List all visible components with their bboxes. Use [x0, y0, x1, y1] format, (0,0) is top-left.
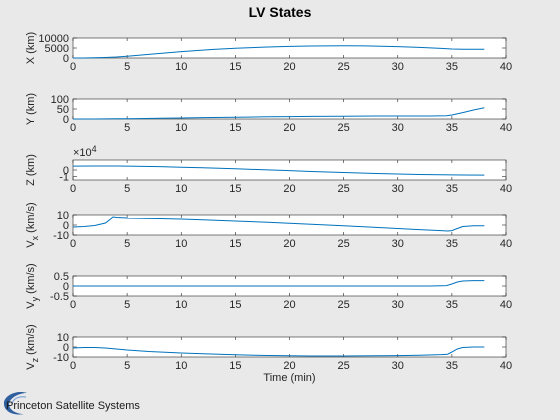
- x-tick-label: 25: [338, 238, 350, 250]
- x-tick-label: 40: [500, 61, 512, 73]
- x-tick-label: 5: [124, 360, 130, 372]
- x-tick-label: 20: [283, 122, 295, 134]
- x-tick-label: 30: [392, 183, 404, 195]
- x-tick-label: 0: [70, 360, 76, 372]
- x-tick-label: 5: [124, 299, 130, 311]
- x-tick-label: 35: [446, 122, 458, 134]
- x-tick-label: 0: [70, 61, 76, 73]
- series-line-1: [73, 45, 485, 59]
- x-tick-label: 10: [175, 183, 187, 195]
- y-tick-label: 0: [63, 114, 69, 126]
- series-line-1: [73, 280, 485, 287]
- x-tick-label: 10: [175, 238, 187, 250]
- x-tick-label: 0: [70, 183, 76, 195]
- x-tick-label: 30: [392, 122, 404, 134]
- x-tick-label: 5: [124, 238, 130, 250]
- x-tick-label: 0: [70, 299, 76, 311]
- logo-arc-icon: [11, 396, 27, 405]
- x-tick-label: 10: [175, 299, 187, 311]
- x-tick-label: 30: [392, 61, 404, 73]
- x-tick-label: 25: [338, 183, 350, 195]
- x-tick-label: 15: [229, 299, 241, 311]
- x-tick-label: 40: [500, 299, 512, 311]
- y-axis-label: Vy (km/s): [25, 263, 40, 308]
- princeton-logo: Princeton Satellite Systems: [3, 392, 140, 415]
- x-tick-label: 5: [124, 183, 130, 195]
- x-tick-label: 15: [229, 238, 241, 250]
- x-tick-label: 0: [70, 238, 76, 250]
- x-tick-label: 30: [392, 299, 404, 311]
- subplot-3: 0 5 10 15 20 25 30 35 40 -10 ×104 Z (km): [25, 144, 512, 195]
- x-tick-label: 25: [338, 61, 350, 73]
- x-tick-label: 20: [283, 360, 295, 372]
- x-tick-label: 35: [446, 299, 458, 311]
- x-tick-label: 15: [229, 360, 241, 372]
- y-tick-label: -10: [53, 230, 69, 242]
- x-tick-label: 35: [446, 238, 458, 250]
- x-tick-label: 40: [500, 183, 512, 195]
- y-tick-label: 5000: [45, 43, 69, 55]
- logo-text: Princeton Satellite Systems: [6, 400, 140, 412]
- y-axis-label: Y (km): [25, 93, 37, 125]
- x-tick-label: 15: [229, 183, 241, 195]
- y-tick-label: 10: [57, 210, 69, 222]
- x-tick-label: 20: [283, 183, 295, 195]
- subplot-5: 0 5 10 15 20 25 30 35 40-0.500.5Vy (km/s): [25, 263, 512, 311]
- x-tick-label: 35: [446, 360, 458, 372]
- x-tick-label: 30: [392, 238, 404, 250]
- x-tick-label: 40: [500, 360, 512, 372]
- y-tick-label: 10: [57, 332, 69, 344]
- y-tick-label: -0.5: [50, 291, 69, 303]
- y-exponent-label: ×104: [73, 144, 97, 159]
- y-axis-label: X (km): [25, 32, 37, 64]
- y-tick-label: -1: [59, 172, 69, 184]
- y-tick-label: 10000: [38, 33, 69, 45]
- x-tick-label: 5: [124, 122, 130, 134]
- series-line-1: [72, 346, 485, 357]
- x-tick-label: 15: [229, 61, 241, 73]
- x-tick-label: 20: [283, 61, 295, 73]
- x-tick-label: 10: [175, 122, 187, 134]
- x-tick-label: 0: [70, 122, 76, 134]
- x-tick-label: 20: [283, 238, 295, 250]
- figure-title: LV States: [249, 4, 312, 20]
- x-tick-label: 35: [446, 61, 458, 73]
- x-tick-label: 20: [283, 299, 295, 311]
- y-axis-label: Vx (km/s): [25, 202, 40, 247]
- x-tick-label: 5: [124, 61, 130, 73]
- x-tick-label: 15: [229, 122, 241, 134]
- y-tick-label: 0: [63, 53, 69, 65]
- x-tick-label: 40: [500, 122, 512, 134]
- x-tick-label: 10: [175, 61, 187, 73]
- x-tick-label: 30: [392, 360, 404, 372]
- x-tick-label: 40: [500, 238, 512, 250]
- y-axis-label: Vz (km/s): [25, 324, 40, 369]
- x-tick-label: 10: [175, 360, 187, 372]
- x-tick-label: 25: [338, 360, 350, 372]
- y-tick-label: 50: [57, 104, 69, 116]
- series-line-1: [72, 165, 485, 176]
- y-tick-label: 0: [63, 342, 69, 354]
- x-tick-label: 25: [338, 122, 350, 134]
- series-line-1: [72, 216, 485, 232]
- y-tick-label: 0: [63, 220, 69, 232]
- y-tick-label: 0: [63, 281, 69, 293]
- y-tick-label: -10: [53, 352, 69, 364]
- series-line-1: [73, 107, 485, 120]
- x-tick-label: 25: [338, 299, 350, 311]
- y-tick-label: 0.5: [54, 271, 69, 283]
- y-tick-label: 0: [63, 165, 69, 177]
- x-tick-label: 35: [446, 183, 458, 195]
- x-axis-label: Time (min): [263, 372, 315, 384]
- y-tick-label: 100: [51, 94, 69, 106]
- y-axis-label: Z (km): [25, 154, 37, 186]
- logo-swoosh-icon: [3, 392, 27, 415]
